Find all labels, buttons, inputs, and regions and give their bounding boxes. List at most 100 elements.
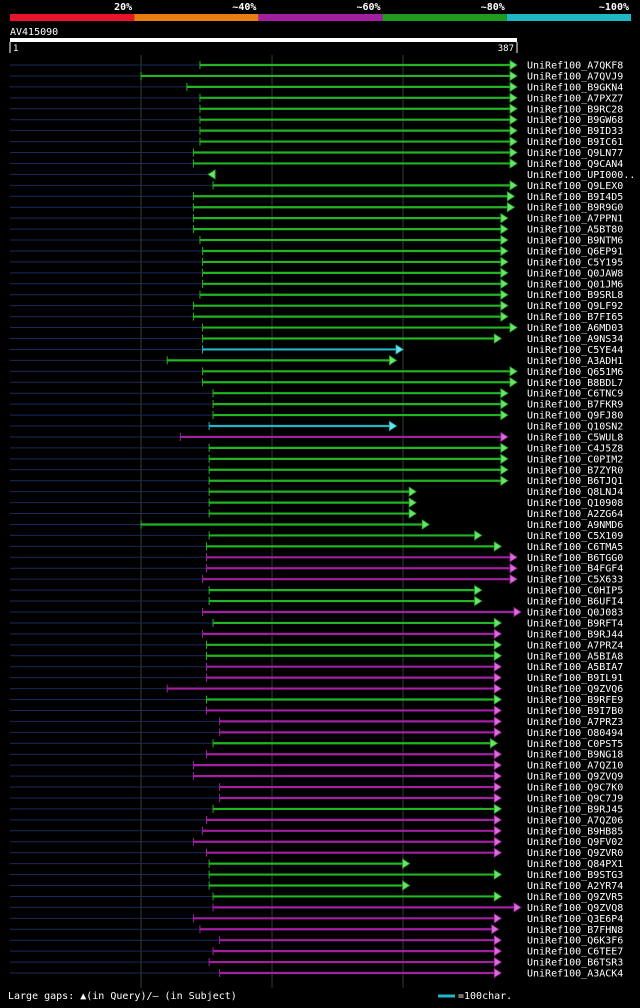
hit-row[interactable]: UniRef100_A5BIA8	[10, 650, 623, 662]
hit-row[interactable]: UniRef100_B9HB85	[10, 825, 623, 837]
hit-label[interactable]: UniRef100_UPI000..	[527, 170, 635, 181]
hit-row[interactable]: UniRef100_A2YR74	[10, 880, 623, 892]
hit-label[interactable]: UniRef100_Q9ZVQ9	[527, 772, 623, 783]
hit-row[interactable]: UniRef100_Q6EP91	[10, 245, 623, 257]
hit-row[interactable]: UniRef100_B9RC28	[10, 103, 623, 115]
hit-row[interactable]: UniRef100_C6TMA5	[10, 541, 623, 553]
hit-row[interactable]: UniRef100_A7PXZ7	[10, 92, 623, 104]
hit-label[interactable]: UniRef100_B6TSR3	[527, 958, 623, 969]
hit-row[interactable]: UniRef100_B9I4D5	[10, 191, 623, 203]
hit-label[interactable]: UniRef100_Q9C7K0	[527, 783, 623, 794]
hit-label[interactable]: UniRef100_Q9FJ80	[527, 411, 623, 422]
hit-label[interactable]: UniRef100_Q651M6	[527, 367, 623, 378]
hit-label[interactable]: UniRef100_B9STG3	[527, 870, 623, 881]
hit-row[interactable]: UniRef100_B6TSR3	[10, 956, 623, 969]
hit-row[interactable]: UniRef100_B9RFE9	[10, 694, 623, 706]
hit-row[interactable]: UniRef100_A6MD03	[10, 322, 623, 334]
hit-row[interactable]: UniRef100_A7PRZ4	[10, 639, 623, 651]
hit-row[interactable]: UniRef100_Q9LF92	[10, 300, 623, 312]
hit-label[interactable]: UniRef100_B9HB85	[527, 826, 623, 837]
hit-label[interactable]: UniRef100_B9RC28	[527, 104, 623, 115]
hit-label[interactable]: UniRef100_A5BT80	[527, 225, 623, 236]
hit-row[interactable]: UniRef100_A7PPN1	[10, 212, 623, 225]
hit-row[interactable]: UniRef100_Q651M6	[10, 366, 623, 378]
hit-label[interactable]: UniRef100_B9IC61	[527, 137, 623, 148]
hit-row[interactable]: UniRef100_C5YE44	[10, 344, 623, 356]
hit-label[interactable]: UniRef100_Q9ZVQ8	[527, 903, 623, 914]
hit-label[interactable]: UniRef100_Q9LN77	[527, 148, 623, 159]
hit-row[interactable]: UniRef100_Q9ZVR0	[10, 847, 623, 859]
hit-row[interactable]: UniRef100_A7PRZ3	[10, 716, 623, 728]
hit-row[interactable]: UniRef100_B9R9G0	[10, 201, 623, 214]
hit-row[interactable]: UniRef100_A3ACK4	[10, 967, 623, 980]
hit-label[interactable]: UniRef100_Q84PX1	[527, 859, 623, 870]
hit-label[interactable]: UniRef100_C6TEE7	[527, 947, 623, 958]
hit-label[interactable]: UniRef100_C5YE44	[527, 345, 623, 356]
hit-row[interactable]: UniRef100_O80494	[10, 727, 623, 739]
hit-label[interactable]: UniRef100_B6UFI4	[527, 597, 623, 608]
hit-row[interactable]: UniRef100_B9IC61	[10, 136, 623, 148]
hit-label[interactable]: UniRef100_A7QZ10	[527, 761, 623, 772]
hit-row[interactable]: UniRef100_B9ID33	[10, 125, 623, 137]
hit-label[interactable]: UniRef100_Q9ZVR5	[527, 892, 623, 903]
hit-label[interactable]: UniRef100_B4FGF4	[527, 564, 623, 575]
hit-row[interactable]: UniRef100_B9NG18	[10, 748, 623, 761]
hit-row[interactable]: UniRef100_A5BT80	[10, 223, 623, 236]
hit-label[interactable]: UniRef100_A7PPN1	[527, 214, 623, 225]
hit-label[interactable]: UniRef100_A2YR74	[527, 881, 623, 892]
hit-label[interactable]: UniRef100_Q9LF92	[527, 301, 623, 312]
hit-label[interactable]: UniRef100_A5BIA8	[527, 651, 623, 662]
hit-row[interactable]: UniRef100_A7QKF8	[10, 59, 623, 72]
hit-row[interactable]: UniRef100_Q9ZVR5	[10, 891, 623, 903]
hit-row[interactable]: UniRef100_B9RFT4	[10, 617, 623, 629]
hit-label[interactable]: UniRef100_Q3E6P4	[527, 914, 623, 925]
hit-row[interactable]: UniRef100_B6UFI4	[10, 595, 623, 608]
hit-row[interactable]: UniRef100_B4FGF4	[10, 563, 623, 575]
hit-label[interactable]: UniRef100_Q9CAN4	[527, 159, 623, 170]
hit-label[interactable]: UniRef100_C4J5Z8	[527, 443, 623, 454]
hit-label[interactable]: UniRef100_Q9ZVR0	[527, 848, 623, 859]
hit-label[interactable]: UniRef100_Q01JM6	[527, 279, 623, 290]
hit-row[interactable]: UniRef100_Q9C7J9	[10, 792, 623, 804]
hit-label[interactable]: UniRef100_A9NS34	[527, 334, 623, 345]
hit-label[interactable]: UniRef100_A9NMD6	[527, 520, 623, 531]
hit-row[interactable]: UniRef100_A7QZ10	[10, 759, 623, 772]
hit-label[interactable]: UniRef100_Q6EP91	[527, 246, 623, 257]
hit-row[interactable]: UniRef100_C5X633	[10, 573, 623, 586]
hit-row[interactable]: UniRef100_Q9ZVQ9	[10, 770, 623, 783]
hit-row[interactable]: UniRef100_Q10908	[10, 497, 623, 509]
hit-label[interactable]: UniRef100_B6TJQ1	[527, 476, 623, 487]
hit-label[interactable]: UniRef100_B6TGG0	[527, 553, 623, 564]
hit-label[interactable]: UniRef100_O80494	[527, 728, 623, 739]
hit-row[interactable]: UniRef100_Q9ZVQ6	[10, 683, 623, 695]
hit-row[interactable]: UniRef100_Q0JAW8	[10, 267, 623, 279]
hit-label[interactable]: UniRef100_B7ZYR0	[527, 465, 623, 476]
hit-label[interactable]: UniRef100_C0PST5	[527, 739, 623, 750]
hit-label[interactable]: UniRef100_C5X109	[527, 531, 623, 542]
hit-row[interactable]: UniRef100_Q01JM6	[10, 278, 623, 290]
hit-label[interactable]: UniRef100_C5X633	[527, 575, 623, 586]
hit-row[interactable]: UniRef100_C4J5Z8	[10, 442, 623, 454]
hit-label[interactable]: UniRef100_Q9C7J9	[527, 793, 623, 804]
hit-label[interactable]: UniRef100_A7QZ06	[527, 815, 623, 826]
hit-label[interactable]: UniRef100_Q6K3F6	[527, 936, 623, 947]
hit-row[interactable]: UniRef100_Q9LN77	[10, 147, 623, 159]
hit-label[interactable]: UniRef100_B9ID33	[527, 126, 623, 137]
hit-row[interactable]: UniRef100_A7QVJ9	[10, 70, 623, 82]
hit-label[interactable]: UniRef100_A6MD03	[527, 323, 623, 334]
hit-row[interactable]: UniRef100_A2ZG64	[10, 508, 623, 520]
hit-row[interactable]: UniRef100_Q8LNJ4	[10, 486, 623, 498]
hit-row[interactable]: UniRef100_A7QZ06	[10, 814, 623, 826]
hit-row[interactable]: UniRef100_Q9FV02	[10, 836, 623, 848]
hit-label[interactable]: UniRef100_B7FHN8	[527, 925, 623, 936]
hit-label[interactable]: UniRef100_C5WUL8	[527, 432, 623, 443]
hit-row[interactable]: UniRef100_Q6K3F6	[10, 934, 623, 947]
hit-row[interactable]: UniRef100_Q3E6P4	[10, 913, 623, 925]
hit-row[interactable]: UniRef100_Q9CAN4	[10, 158, 623, 170]
hit-row[interactable]: UniRef100_B7FHN8	[10, 924, 623, 936]
hit-row[interactable]: UniRef100_Q9C7K0	[10, 781, 623, 794]
hit-row[interactable]: UniRef100_C5X109	[10, 530, 623, 542]
hit-label[interactable]: UniRef100_A3ADH1	[527, 356, 623, 367]
hit-label[interactable]: UniRef100_B9RFT4	[527, 618, 623, 629]
hit-row[interactable]: UniRef100_A5BIA7	[10, 661, 623, 673]
